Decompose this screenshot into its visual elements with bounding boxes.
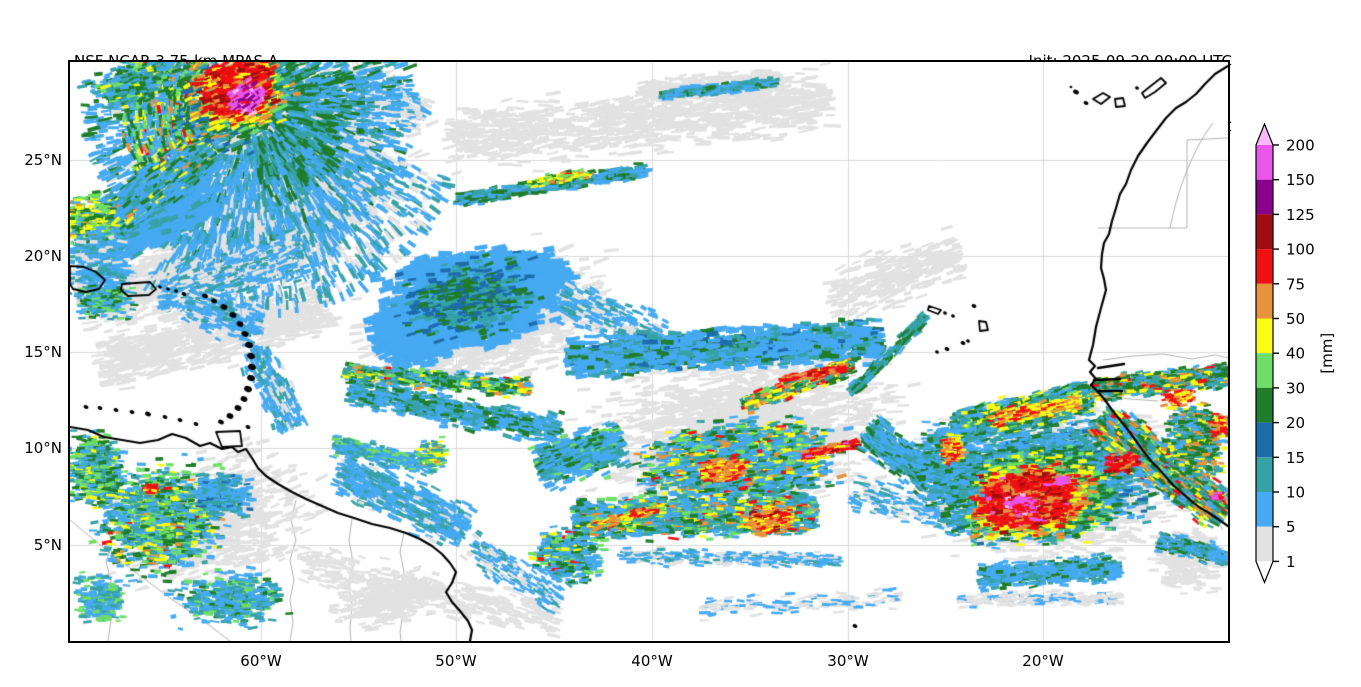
colorbar: 200 150 125 100 75 50 40 30 20 15 10 5 1 [mm] bbox=[1255, 122, 1336, 584]
colorbar-segment-2 bbox=[1256, 214, 1273, 250]
colorbar-segment-5 bbox=[1256, 318, 1273, 354]
lon-tick-label-1: 50°W bbox=[435, 652, 477, 670]
lon-tick-label-3: 30°W bbox=[827, 652, 869, 670]
colorbar-segment-6 bbox=[1256, 353, 1273, 388]
lat-tick-label-1: 20°N bbox=[24, 247, 62, 265]
colorbar-over-arrow bbox=[1256, 124, 1273, 145]
colorbar-segment-3 bbox=[1256, 249, 1273, 284]
colorbar-segment-7 bbox=[1256, 387, 1273, 423]
colorbar-under-arrow bbox=[1256, 561, 1273, 583]
colorbar-tick-label-1: 150 bbox=[1286, 171, 1315, 189]
lon-tick-label-0: 60°W bbox=[240, 652, 282, 670]
colorbar-segment-11 bbox=[1256, 526, 1273, 562]
colorbar-tick-label-10: 10 bbox=[1286, 484, 1305, 502]
colorbar-tick-label-3: 100 bbox=[1286, 241, 1315, 259]
colorbar-tick-label-7: 30 bbox=[1286, 379, 1305, 397]
colorbar-segment-8 bbox=[1256, 422, 1273, 458]
lat-tick-label-3: 10°N bbox=[24, 439, 62, 457]
lon-tick-label-4: 20°W bbox=[1022, 652, 1064, 670]
colorbar-segment-1 bbox=[1256, 179, 1273, 215]
map-frame bbox=[68, 60, 1230, 643]
colorbar-segment-10 bbox=[1256, 492, 1273, 527]
colorbar-segment-0 bbox=[1256, 145, 1273, 180]
lon-tick-label-2: 40°W bbox=[631, 652, 673, 670]
colorbar-segment-9 bbox=[1256, 457, 1273, 492]
colorbar-tick-label-0: 200 bbox=[1286, 137, 1315, 155]
colorbar-tick-label-9: 15 bbox=[1286, 449, 1305, 467]
colorbar-tick-label-4: 75 bbox=[1286, 275, 1305, 293]
colorbar-tick-label-11: 5 bbox=[1286, 518, 1296, 536]
colorbar-segment-4 bbox=[1256, 283, 1273, 319]
precip-map-canvas bbox=[70, 62, 1228, 641]
lat-tick-label-4: 5°N bbox=[33, 536, 62, 554]
colorbar-tick-label-2: 125 bbox=[1286, 206, 1315, 224]
colorbar-unit-label: [mm] bbox=[1318, 333, 1336, 374]
colorbar-tick-label-6: 40 bbox=[1286, 345, 1305, 363]
colorbar-tick-label-12: 1 bbox=[1286, 553, 1296, 571]
colorbar-tick-label-5: 50 bbox=[1286, 310, 1305, 328]
lat-tick-label-2: 15°N bbox=[24, 343, 62, 361]
lat-tick-label-0: 25°N bbox=[24, 151, 62, 169]
colorbar-tick-label-8: 20 bbox=[1286, 414, 1305, 432]
